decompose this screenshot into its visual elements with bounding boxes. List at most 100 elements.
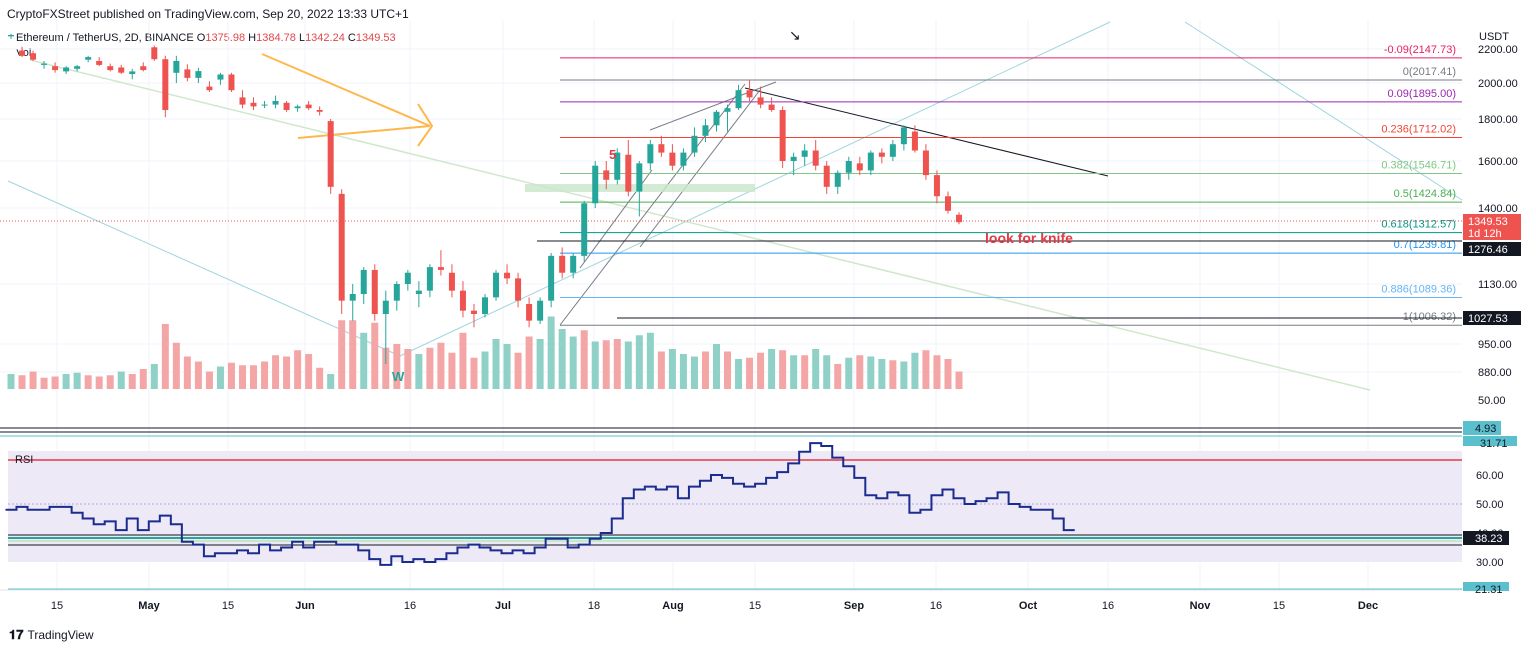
price-tick-1: 2000.00 [1478, 78, 1518, 90]
price-tick-2: 1800.00 [1478, 114, 1518, 126]
fib-label-9: 1(1006.32) [1403, 311, 1456, 323]
time-tick-9: Sep [844, 600, 864, 612]
candle-body-17 [195, 71, 202, 78]
candle-body-69 [768, 104, 775, 110]
volume-bar-81 [900, 361, 908, 389]
rsi-tag-1: 21.31 [1475, 584, 1503, 596]
fib-label-6: 0.618(1312.57) [1381, 219, 1456, 231]
price-tag-1: 1276.46 [1468, 244, 1508, 256]
open-label: O [196, 32, 206, 44]
time-tick-2: 15 [222, 600, 234, 612]
trend-line-lower [7, 180, 401, 357]
currency-label: USDT [1479, 31, 1509, 43]
volume-bar-31 [349, 320, 357, 389]
volume-bar-41 [459, 332, 467, 389]
candle-body-65 [724, 108, 731, 112]
candle-body-27 [305, 104, 312, 109]
candle-body-39 [437, 267, 444, 270]
price-tick-7: 880.00 [1478, 367, 1512, 379]
volume-bar-16 [183, 356, 191, 389]
candle-body-52 [581, 203, 588, 256]
time-tick-5: Jul [495, 600, 511, 612]
candle-body-20 [228, 74, 235, 91]
candle-body-67 [746, 90, 753, 98]
candle-body-32 [360, 269, 367, 294]
time-tick-7: Aug [662, 600, 683, 612]
volume-bar-28 [316, 367, 324, 389]
rsi-label: RSI [15, 454, 33, 466]
rsi-tick-3: 30.00 [1476, 557, 1504, 569]
volume-bar-59 [657, 351, 665, 389]
volume-bar-47 [525, 336, 533, 389]
candle-body-35 [393, 284, 400, 301]
price-tag-bg-1 [1463, 242, 1521, 256]
candle-body-18 [206, 86, 213, 91]
volume-bar-66 [735, 359, 743, 389]
volume-bar-61 [679, 354, 687, 389]
low-label: L [298, 32, 306, 44]
volume-bar-33 [371, 322, 379, 389]
triangle-upper [261, 53, 431, 127]
volume-bar-21 [238, 365, 246, 389]
volume-bar-4 [51, 376, 59, 389]
price-tag-0: 1349.53 [1468, 216, 1508, 228]
candle-body-66 [735, 90, 742, 109]
volume-bar-42 [470, 357, 478, 389]
candle-body-21 [239, 97, 246, 105]
candle-body-12 [140, 66, 147, 71]
vol-tag-1: 31.71 [1480, 438, 1508, 450]
candle-body-4 [52, 66, 59, 71]
triangle-arrow-icon [417, 103, 434, 147]
wave-w-label: W [392, 369, 405, 384]
volume-bar-68 [757, 352, 765, 389]
volume-bar-83 [922, 350, 930, 389]
high-label: H [248, 32, 257, 44]
candle-body-55 [614, 152, 621, 180]
rsi-band [8, 451, 1462, 562]
volume-bar-15 [172, 342, 180, 389]
tradingview-footer[interactable]: 𝟏𝟕 TradingView [9, 627, 94, 643]
candle-body-75 [834, 172, 841, 187]
volume-bar-65 [724, 351, 732, 389]
candle-body-23 [261, 104, 268, 106]
volume-bar-67 [746, 357, 754, 389]
candle-body-28 [316, 110, 323, 112]
candle-body-49 [548, 255, 555, 301]
price-tick-0: 2200.00 [1478, 44, 1518, 56]
price-tick-5: 1130.00 [1478, 279, 1517, 291]
open-value: 1375.98 [205, 32, 246, 44]
volume-bar-58 [646, 332, 654, 389]
volume-tick: 50.00 [1478, 395, 1506, 407]
time-tick-8: 15 [749, 600, 761, 612]
volume-bar-9 [106, 375, 114, 389]
volume-bar-7 [84, 375, 92, 389]
candle-body-31 [349, 294, 356, 301]
candle-body-72 [801, 150, 808, 157]
trend-line-right [1184, 21, 1463, 201]
volume-bar-35 [393, 344, 401, 389]
candle-body-5 [63, 67, 70, 72]
time-tick-6: 18 [588, 600, 600, 612]
volume-bar-82 [911, 352, 919, 389]
candle-body-44 [493, 272, 500, 298]
volume-bar-43 [481, 351, 489, 389]
volume-bar-52 [580, 330, 588, 389]
volume-bar-71 [790, 355, 798, 389]
volume-bar-24 [272, 355, 280, 389]
volume-bar-78 [867, 356, 875, 389]
price-tag-bg-2 [1463, 311, 1521, 325]
volume-bar-13 [150, 364, 158, 389]
candle-body-40 [448, 272, 455, 291]
candle-body-11 [129, 71, 136, 74]
candle-body-34 [382, 300, 389, 314]
rsi-tag-0: 38.23 [1475, 533, 1503, 545]
candle-body-9 [107, 66, 114, 71]
time-tick-1: May [138, 600, 160, 612]
volume-bar-84 [933, 355, 941, 389]
candle-body-8 [96, 61, 103, 65]
candle-body-1 [19, 50, 26, 56]
candle-body-46 [515, 278, 522, 301]
volume-bar-51 [569, 336, 577, 389]
volume-bar-49 [547, 316, 555, 389]
